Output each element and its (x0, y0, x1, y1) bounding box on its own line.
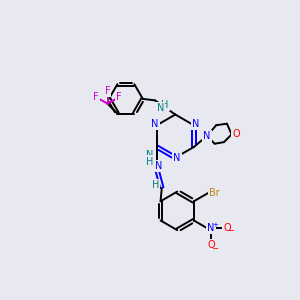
Text: F: F (93, 92, 99, 102)
Text: +: + (212, 222, 218, 228)
Text: N: N (207, 223, 215, 233)
Text: N: N (157, 103, 164, 112)
Text: N: N (203, 131, 211, 141)
Text: N: N (146, 150, 153, 160)
Text: N: N (155, 161, 163, 171)
Text: O: O (232, 130, 240, 140)
Text: −: − (228, 226, 235, 235)
Text: −: − (211, 244, 218, 253)
Text: O: O (224, 223, 231, 233)
Text: N: N (152, 119, 159, 129)
Text: F: F (116, 92, 122, 102)
Text: H: H (161, 100, 169, 110)
Text: N: N (173, 153, 181, 164)
Text: H: H (146, 157, 153, 166)
Text: N: N (192, 119, 199, 129)
Text: F: F (105, 85, 110, 96)
Text: H: H (152, 181, 159, 190)
Text: Br: Br (209, 188, 220, 198)
Text: O: O (207, 240, 215, 250)
